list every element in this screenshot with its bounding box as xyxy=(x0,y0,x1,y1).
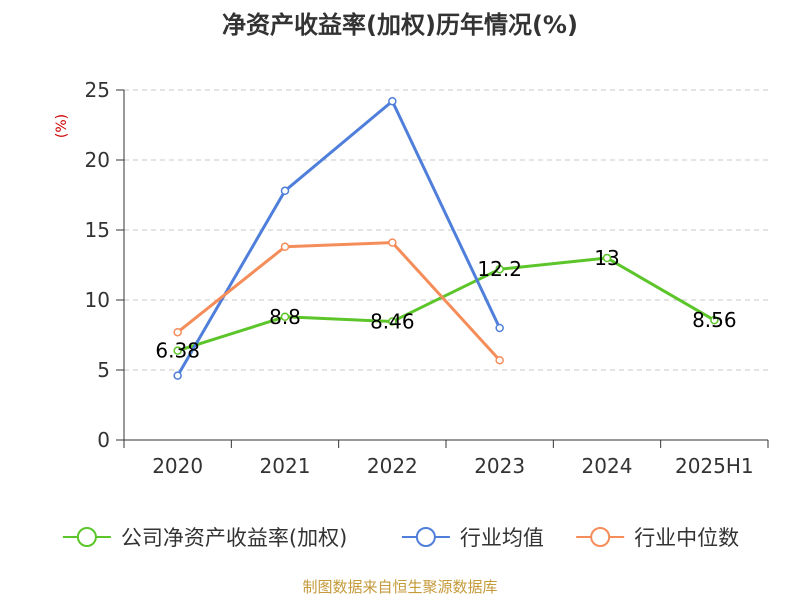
series-line xyxy=(176,241,501,362)
data-label: 8.46 xyxy=(370,310,415,334)
y-tick-label: 10 xyxy=(85,288,110,312)
grid-layer xyxy=(124,89,768,371)
data-point xyxy=(173,371,182,380)
data-point xyxy=(280,186,290,196)
legend-item: 行业中位数 xyxy=(576,526,739,550)
series-line xyxy=(176,99,502,377)
series-3 xyxy=(173,238,504,365)
y-axis-label: (%) xyxy=(54,114,70,138)
data-point xyxy=(495,355,504,365)
x-tick-label: 2020 xyxy=(152,454,203,478)
chart-title: 净资产收益率(加权)历年情况(%) xyxy=(222,11,578,39)
data-label: 13 xyxy=(594,246,619,270)
x-tick-label: 2021 xyxy=(260,454,311,478)
y-tick-label: 15 xyxy=(85,218,110,242)
x-tick-label: 2022 xyxy=(367,454,418,478)
data-point xyxy=(710,315,719,325)
legend-label: 行业均值 xyxy=(460,526,544,550)
source-note: 制图数据来自恒生聚源数据库 xyxy=(302,578,497,596)
data-label: 8.56 xyxy=(692,308,737,332)
legend: 公司净资产收益率(加权) 行业均值 行业中位数 xyxy=(62,526,739,550)
legend-swatch-marker xyxy=(415,527,436,547)
legend-label: 行业中位数 xyxy=(634,526,739,550)
data-point xyxy=(173,346,182,355)
data-label-layer: 6.38 8.8 8.46 12.2 13 8.56 xyxy=(155,246,736,363)
data-point xyxy=(173,327,182,337)
data-label: 8.8 xyxy=(269,305,301,329)
axis-layer: 0 5 10 15 20 25 2020 2021 2022 2023 2024 2025H1 xyxy=(85,78,769,478)
x-tick-label: 2025H1 xyxy=(675,454,754,478)
data-point xyxy=(388,238,397,247)
data-point xyxy=(495,264,504,274)
series-2 xyxy=(173,96,504,380)
y-tick-label: 5 xyxy=(97,358,110,382)
series-line xyxy=(177,256,716,353)
data-label: 12.2 xyxy=(477,257,522,281)
legend-swatch-marker xyxy=(76,527,97,547)
data-point xyxy=(495,323,504,333)
legend-swatch-marker xyxy=(590,527,611,547)
x-tick-label: 2024 xyxy=(582,454,633,478)
legend-item: 公司净资产收益率(加权) xyxy=(62,526,347,550)
y-tick-label: 0 xyxy=(97,428,110,452)
x-tick-label: 2023 xyxy=(474,454,525,478)
series-layer xyxy=(173,96,719,380)
data-point xyxy=(602,253,612,263)
legend-item: 行业均值 xyxy=(401,526,544,550)
y-tick-label: 25 xyxy=(85,78,110,102)
legend-label: 公司净资产收益率(加权) xyxy=(121,526,347,550)
data-point xyxy=(388,96,397,106)
data-label: 6.38 xyxy=(155,339,200,363)
data-point xyxy=(280,242,290,252)
data-point xyxy=(280,312,290,322)
series-1 xyxy=(173,253,719,355)
data-point xyxy=(388,317,397,326)
y-tick-label: 20 xyxy=(85,148,110,172)
